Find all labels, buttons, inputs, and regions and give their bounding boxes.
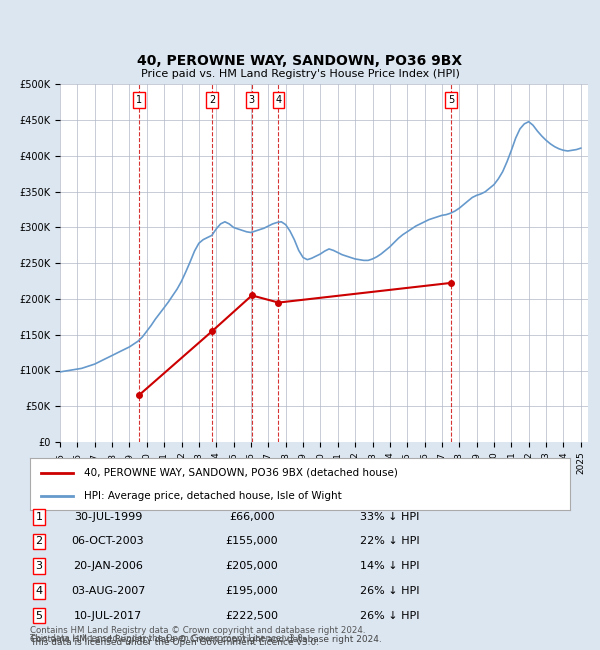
Text: 03-AUG-2007: 03-AUG-2007 (71, 586, 145, 596)
Text: 26% ↓ HPI: 26% ↓ HPI (360, 586, 420, 596)
Text: Contains HM Land Registry data © Crown copyright and database right 2024.: Contains HM Land Registry data © Crown c… (30, 626, 365, 635)
Text: 06-OCT-2003: 06-OCT-2003 (71, 536, 145, 547)
Text: £155,000: £155,000 (226, 536, 278, 547)
Text: £66,000: £66,000 (229, 512, 275, 522)
Text: 20-JAN-2006: 20-JAN-2006 (73, 561, 143, 571)
Text: 4: 4 (35, 586, 43, 596)
Text: 14% ↓ HPI: 14% ↓ HPI (360, 561, 420, 571)
Text: 1: 1 (136, 95, 142, 105)
Text: 30-JUL-1999: 30-JUL-1999 (74, 512, 142, 522)
Text: £195,000: £195,000 (226, 586, 278, 596)
Text: 5: 5 (448, 95, 454, 105)
Text: Price paid vs. HM Land Registry's House Price Index (HPI): Price paid vs. HM Land Registry's House … (140, 70, 460, 79)
Text: 40, PEROWNE WAY, SANDOWN, PO36 9BX: 40, PEROWNE WAY, SANDOWN, PO36 9BX (137, 54, 463, 68)
Text: 2: 2 (209, 95, 215, 105)
Text: 1: 1 (35, 512, 43, 522)
Text: 2: 2 (35, 536, 43, 547)
Text: 40, PEROWNE WAY, SANDOWN, PO36 9BX (detached house): 40, PEROWNE WAY, SANDOWN, PO36 9BX (deta… (84, 468, 398, 478)
Text: 26% ↓ HPI: 26% ↓ HPI (360, 610, 420, 621)
Text: £205,000: £205,000 (226, 561, 278, 571)
Text: 5: 5 (35, 610, 43, 621)
Text: 3: 3 (35, 561, 43, 571)
Text: 10-JUL-2017: 10-JUL-2017 (74, 610, 142, 621)
Text: This data is licensed under the Open Government Licence v3.0.: This data is licensed under the Open Gov… (30, 638, 319, 647)
Text: Contains HM Land Registry data © Crown copyright and database right 2024.: Contains HM Land Registry data © Crown c… (30, 634, 382, 644)
Text: 4: 4 (275, 95, 281, 105)
Text: 33% ↓ HPI: 33% ↓ HPI (361, 512, 419, 522)
Text: This data is licensed under the Open Government Licence v3.0.: This data is licensed under the Open Gov… (30, 634, 305, 643)
Text: 3: 3 (249, 95, 255, 105)
Text: HPI: Average price, detached house, Isle of Wight: HPI: Average price, detached house, Isle… (84, 491, 342, 500)
Text: £222,500: £222,500 (226, 610, 278, 621)
Text: 22% ↓ HPI: 22% ↓ HPI (360, 536, 420, 547)
